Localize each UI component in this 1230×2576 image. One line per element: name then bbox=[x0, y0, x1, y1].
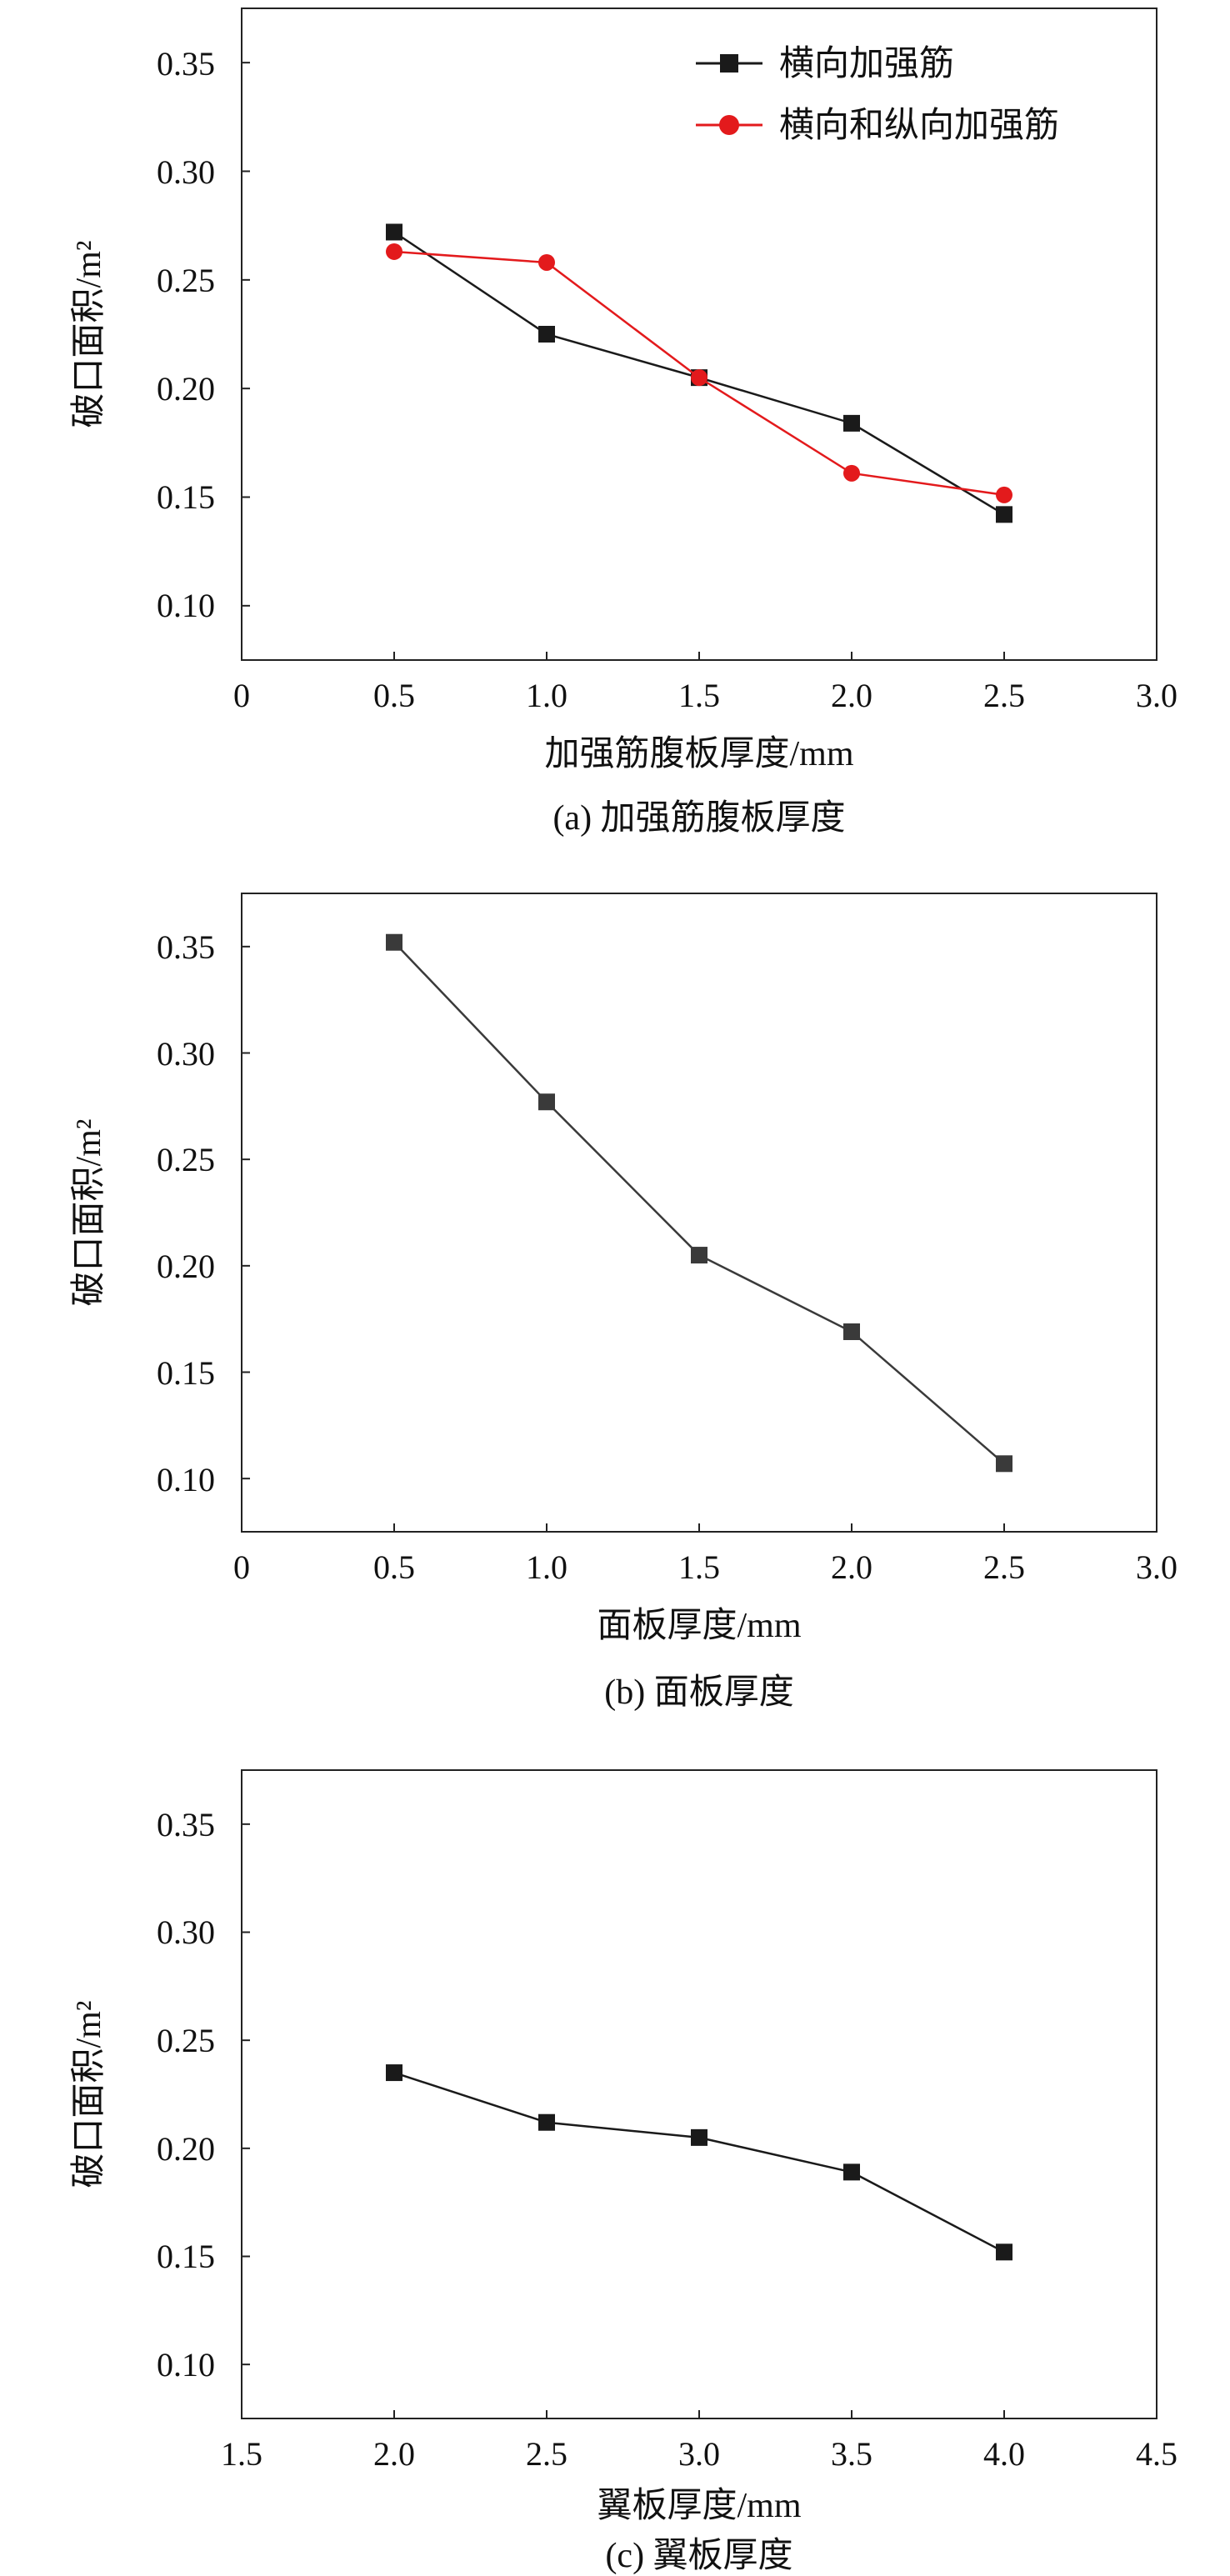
xtick-label-b-3: 1.5 bbox=[678, 1548, 720, 1586]
ytick-label-c-1: 0.15 bbox=[157, 2238, 215, 2275]
xtick-labels-b: 0 0.5 1.0 1.5 2.0 2.5 3.0 bbox=[233, 1548, 1178, 1586]
legend-label-a-1: 横向和纵向加强筋 bbox=[779, 107, 1059, 145]
data-point-square bbox=[386, 2064, 402, 2082]
ytick-label-c-0: 0.10 bbox=[157, 2346, 215, 2383]
legend-marker-circle-a-1 bbox=[719, 115, 739, 135]
xtick-label-c-2: 2.5 bbox=[526, 2435, 568, 2473]
ytick-labels-a: 0.10 0.15 0.20 0.25 0.30 0.35 bbox=[157, 45, 215, 624]
xtick-label-c-4: 3.5 bbox=[831, 2435, 872, 2473]
plot-area-c bbox=[241, 1823, 1158, 2418]
data-point-square bbox=[996, 1455, 1012, 1473]
ytick-label-a-5: 0.35 bbox=[157, 45, 215, 83]
x-axis-label-c: 翼板厚度/mm bbox=[597, 2487, 801, 2525]
data-point-circle bbox=[691, 369, 708, 387]
xtick-label-b-0: 0 bbox=[233, 1548, 250, 1586]
data-point-circle bbox=[996, 486, 1012, 503]
x-axis-label-a: 加强筋腹板厚度/mm bbox=[544, 735, 853, 773]
xtick-label-a-1: 0.5 bbox=[373, 677, 415, 714]
ytick-label-a-1: 0.15 bbox=[157, 478, 215, 516]
data-point-square bbox=[996, 2243, 1012, 2261]
ytick-label-b-3: 0.25 bbox=[157, 1141, 215, 1178]
xtick-label-a-6: 3.0 bbox=[1136, 677, 1178, 714]
x-axis-label-b: 面板厚度/mm bbox=[597, 1607, 801, 1645]
xtick-label-a-3: 1.5 bbox=[678, 677, 720, 714]
xtick-label-a-5: 2.5 bbox=[983, 677, 1025, 714]
ytick-label-a-2: 0.20 bbox=[157, 370, 215, 408]
xtick-label-b-2: 1.0 bbox=[526, 1548, 568, 1586]
data-point-circle bbox=[538, 253, 555, 271]
xtick-label-c-3: 3.0 bbox=[678, 2435, 720, 2473]
chart-panel-a: 0.10 0.15 0.20 0.25 0.30 0.35 0 0.5 1.0 … bbox=[70, 8, 1178, 838]
data-point-square bbox=[843, 2163, 860, 2181]
caption-b: (b) 面板厚度 bbox=[604, 1673, 793, 1712]
ytick-label-b-5: 0.35 bbox=[157, 928, 215, 966]
legend-label-a-0: 横向加强筋 bbox=[779, 45, 954, 83]
data-point-square bbox=[538, 326, 555, 343]
data-point-square bbox=[996, 506, 1012, 523]
xtick-label-c-1: 2.0 bbox=[373, 2435, 415, 2473]
data-point-square bbox=[538, 2113, 555, 2131]
xtick-label-a-0: 0 bbox=[233, 677, 250, 714]
chart-panel-c: 0.10 0.15 0.20 0.25 0.30 0.35 1.5 2.0 2.… bbox=[70, 1769, 1178, 2575]
xtick-label-b-6: 3.0 bbox=[1136, 1548, 1178, 1586]
data-point-square bbox=[843, 1323, 860, 1340]
xtick-label-b-4: 2.0 bbox=[831, 1548, 872, 1586]
xtick-labels-a: 0 0.5 1.0 1.5 2.0 2.5 3.0 bbox=[233, 677, 1178, 714]
ytick-label-b-4: 0.30 bbox=[157, 1035, 215, 1073]
ytick-labels-c: 0.10 0.15 0.20 0.25 0.30 0.35 bbox=[157, 1806, 215, 2383]
y-axis-label-c: 破口面积/m² bbox=[70, 2001, 108, 2188]
ytick-label-a-0: 0.10 bbox=[157, 587, 215, 624]
ytick-label-c-2: 0.20 bbox=[157, 2130, 215, 2168]
data-point-square bbox=[386, 223, 402, 241]
data-point-circle bbox=[386, 243, 402, 260]
data-point-square bbox=[538, 1093, 555, 1111]
xtick-label-c-5: 4.0 bbox=[983, 2435, 1025, 2473]
y-axis-label-a: 破口面积/m² bbox=[70, 241, 108, 428]
xtick-label-b-1: 0.5 bbox=[373, 1548, 415, 1586]
ytick-labels-b: 0.10 0.15 0.20 0.25 0.30 0.35 bbox=[157, 928, 215, 1498]
xtick-label-b-5: 2.5 bbox=[983, 1548, 1025, 1586]
data-point-circle bbox=[843, 464, 860, 482]
xtick-label-a-2: 1.0 bbox=[526, 677, 568, 714]
ytick-label-a-3: 0.25 bbox=[157, 262, 215, 299]
chart-panel-b: 0.10 0.15 0.20 0.25 0.30 0.35 0 0.5 1.0 … bbox=[70, 893, 1178, 1712]
xtick-labels-c: 1.5 2.0 2.5 3.0 3.5 4.0 4.5 bbox=[221, 2435, 1178, 2473]
legend-marker-square-a-0 bbox=[720, 54, 738, 73]
ytick-label-b-2: 0.20 bbox=[157, 1248, 215, 1285]
xtick-label-c-0: 1.5 bbox=[221, 2435, 262, 2473]
data-point-square bbox=[691, 1247, 708, 1264]
plot-area-b bbox=[241, 933, 1158, 1532]
ytick-label-c-3: 0.25 bbox=[157, 2022, 215, 2059]
ytick-label-c-5: 0.35 bbox=[157, 1806, 215, 1843]
data-point-square bbox=[691, 2128, 708, 2146]
plot-area-a bbox=[241, 62, 1158, 660]
y-axis-label-b: 破口面积/m² bbox=[70, 1119, 108, 1307]
caption-a: (a) 加强筋腹板厚度 bbox=[552, 799, 845, 838]
data-point-square bbox=[843, 414, 860, 432]
xtick-label-a-4: 2.0 bbox=[831, 677, 872, 714]
data-point-square bbox=[386, 933, 402, 951]
ytick-label-a-4: 0.30 bbox=[157, 153, 215, 191]
caption-c: (c) 翼板厚度 bbox=[605, 2537, 792, 2575]
ytick-label-c-4: 0.30 bbox=[157, 1913, 215, 1951]
ytick-label-b-0: 0.10 bbox=[157, 1461, 215, 1498]
ytick-label-b-1: 0.15 bbox=[157, 1354, 215, 1392]
xtick-label-c-6: 4.5 bbox=[1136, 2435, 1178, 2473]
legend-a: 横向加强筋 横向和纵向加强筋 bbox=[696, 45, 1059, 145]
